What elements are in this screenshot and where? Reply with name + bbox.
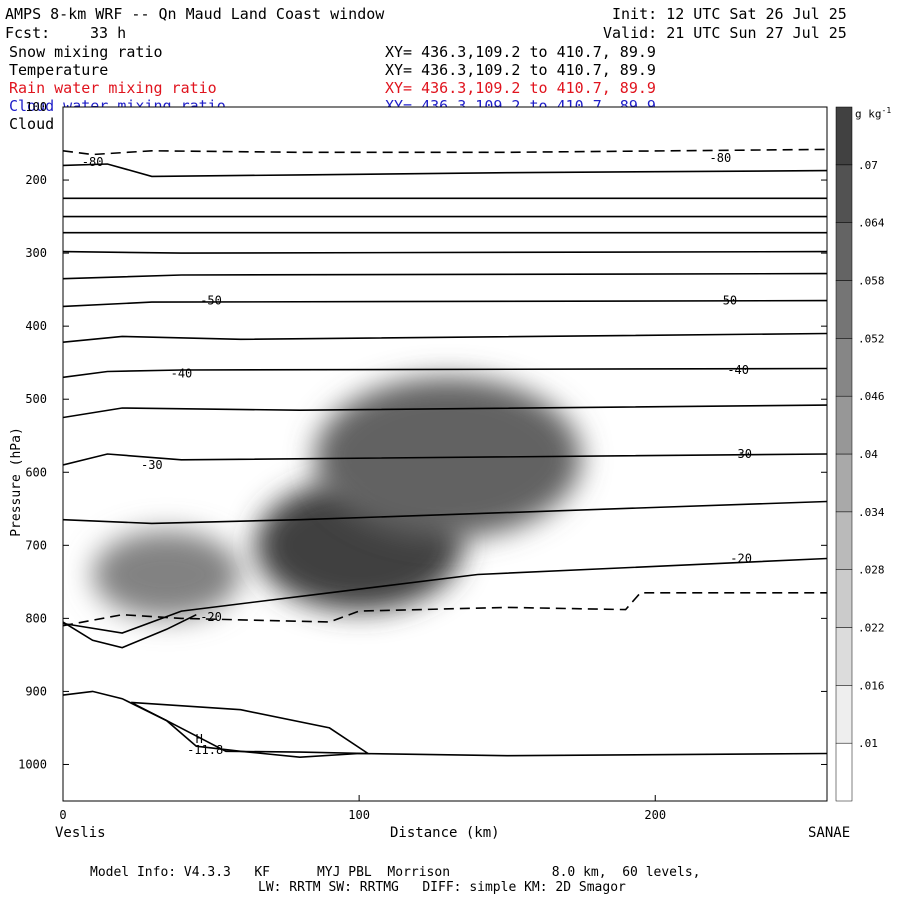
contour-label: -11.8 — [187, 743, 223, 757]
contour-label: -40 — [727, 363, 749, 377]
forecast-label: Fcst: — [5, 24, 51, 42]
colorbar-swatch — [835, 569, 853, 628]
colorbar-swatch — [835, 685, 853, 744]
field-xy: XY= 436.3,109.2 to 410.7, 89.9 — [385, 79, 656, 97]
temperature-contour — [63, 453, 827, 466]
temperature-contour — [63, 613, 197, 649]
plot-frame — [62, 106, 828, 802]
temperature-contour — [63, 250, 827, 254]
colorbar-swatch — [835, 395, 853, 455]
contour-label: -20 — [730, 551, 752, 565]
y-tick-label: 900 — [25, 684, 47, 698]
colorbar-label: .058 — [858, 275, 885, 288]
temperature-contour — [63, 592, 827, 627]
y-tick-label: 100 — [25, 100, 47, 114]
contour-label: -50 — [200, 294, 222, 308]
colorbar-label: .028 — [858, 564, 885, 577]
colorbar-swatch — [835, 164, 853, 223]
contour-labels: -80 -80 -50 -50 -40 -40 -30 -30 -20 -20 H-11.8 — [82, 151, 752, 757]
chart-title: AMPS 8-km WRF -- Qn Maud Land Coast wind… — [5, 5, 385, 23]
temperature-contour — [63, 500, 827, 525]
colorbar-swatch — [835, 453, 853, 513]
temperature-contour — [63, 690, 827, 759]
axes: 100 200 300 400 500 600 700 800 900 1000 0 100 200 — [18, 100, 827, 822]
colorbar-swatch — [835, 511, 853, 570]
y-tick-label: 400 — [25, 319, 47, 333]
contour-label: -30 — [730, 447, 752, 461]
contour-label: H — [196, 732, 203, 746]
contour-label: -80 — [82, 155, 104, 169]
temperature-contour — [63, 332, 827, 343]
colorbar-swatch — [835, 338, 853, 397]
init-time: Init: 12 UTC Sat 26 Jul 25 — [612, 5, 847, 23]
colorbar-label: .04 — [858, 448, 878, 461]
valid-time: Valid: 21 UTC Sun 27 Jul 25 — [603, 24, 847, 42]
model-info-line2: LW: RRTM SW: RRTMG DIFF: simple KM: 2D S… — [258, 880, 626, 895]
contour-label: -40 — [171, 367, 193, 381]
temperature-contour — [63, 299, 827, 308]
y-tick-label: 700 — [25, 538, 47, 552]
field-name: Snow mixing ratio — [9, 43, 163, 61]
colorbar-swatch — [835, 280, 853, 339]
x-tick-label: 100 — [348, 808, 370, 822]
contour-label: -30 — [141, 458, 163, 472]
temperature-contour — [63, 272, 827, 280]
temperature-contour — [63, 367, 827, 379]
colorbar-swatch — [835, 106, 853, 166]
y-tick-label: 800 — [25, 611, 47, 625]
shaded-region — [92, 530, 241, 619]
model-info-line1: Model Info: V4.3.3 KF MYJ PBL Morrison 8… — [90, 865, 701, 880]
colorbar-label: .046 — [858, 390, 885, 403]
colorbar-label: .022 — [858, 622, 885, 635]
field-name: Rain water mixing ratio — [9, 79, 217, 97]
x-left-endpoint: Veslis — [55, 825, 106, 841]
x-tick-label: 0 — [59, 808, 66, 822]
y-tick-label: 600 — [25, 465, 47, 479]
colorbar-label: .034 — [858, 506, 885, 519]
contour-label: -80 — [710, 151, 732, 165]
temperature-contour — [63, 557, 827, 634]
colorbar-unit: g kg-1 — [855, 106, 892, 121]
temperature-contour — [130, 701, 371, 755]
x-tick-label: 200 — [644, 808, 666, 822]
field-name: Temperature — [9, 61, 109, 79]
colorbar-label: .064 — [858, 217, 885, 230]
field-xy: XY= 436.3,109.2 to 410.7, 89.9 — [385, 61, 656, 79]
colorbar-swatch — [835, 742, 853, 802]
forecast-hour: 33 h — [90, 24, 127, 42]
temperature-contour — [63, 148, 827, 156]
y-tick-label: 1000 — [18, 757, 47, 771]
colorbar-swatch — [835, 627, 853, 686]
colorbar-label: .07 — [858, 159, 878, 172]
x-axis-label: Distance (km) — [390, 825, 500, 841]
colorbar-label: .052 — [858, 332, 885, 345]
contour-label: -20 — [200, 610, 222, 624]
y-tick-label: 500 — [25, 392, 47, 406]
y-axis-label: Pressure (hPa) — [8, 427, 24, 537]
field-xy: XY= 436.3,109.2 to 410.7, 89.9 — [385, 43, 656, 61]
temperature-contours — [63, 148, 827, 759]
temperature-contour — [63, 404, 827, 419]
colorbar: .01 .016 .022 .028 .034 .04 .046 .052 .058 .064 .0… — [835, 106, 885, 802]
temperature-contour — [63, 163, 827, 178]
x-right-endpoint: SANAE — [808, 825, 851, 841]
y-tick-label: 200 — [25, 173, 47, 187]
colorbar-swatch — [835, 222, 853, 281]
y-tick-label: 300 — [25, 246, 47, 260]
colorbar-label: .01 — [858, 737, 878, 750]
colorbar-label: .016 — [858, 679, 885, 692]
contour-label: -50 — [715, 294, 737, 308]
